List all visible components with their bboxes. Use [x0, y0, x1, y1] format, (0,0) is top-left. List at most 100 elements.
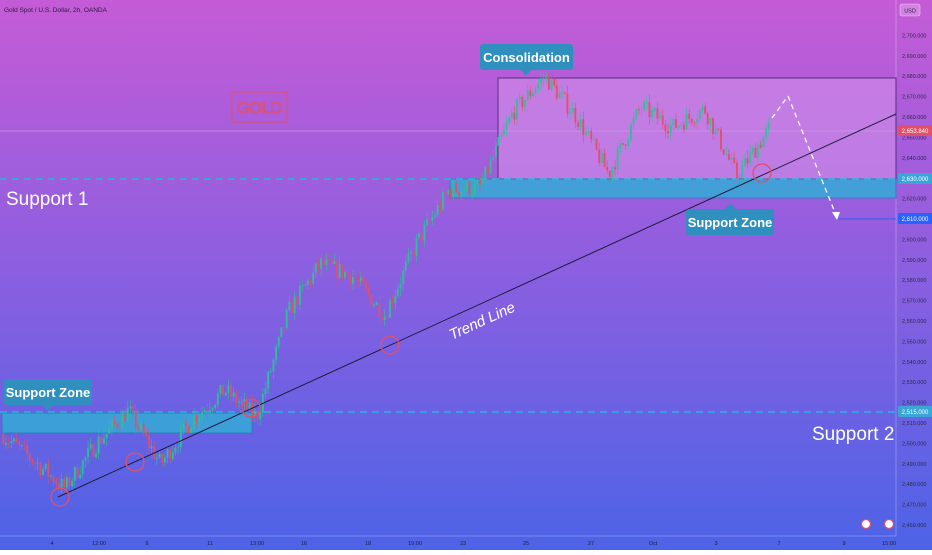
candle-body — [169, 449, 172, 460]
candle-body — [439, 204, 442, 209]
candle-body — [103, 438, 105, 444]
candle-body — [532, 92, 534, 97]
candle-body — [587, 131, 590, 132]
y-tick-label: 2,480.000 — [902, 482, 926, 488]
candle-body — [224, 392, 227, 396]
candle-body — [447, 189, 450, 194]
candle-body — [720, 129, 722, 150]
candle-body — [667, 131, 669, 134]
candle-body — [306, 280, 309, 285]
candle-body — [68, 477, 71, 487]
candle-body — [5, 442, 7, 445]
candle-body — [367, 288, 370, 295]
candle-body — [330, 259, 333, 265]
candle-body — [58, 483, 60, 489]
candle-body — [526, 90, 529, 100]
candle-body — [386, 316, 389, 318]
candle-body — [487, 166, 489, 174]
candle-body — [767, 123, 770, 129]
candle-body — [754, 147, 757, 158]
candle-body — [585, 131, 587, 136]
candle-body — [651, 110, 654, 118]
candle-body — [246, 399, 248, 410]
candle-body — [60, 478, 63, 489]
candle-body — [608, 170, 611, 178]
candle-body — [616, 147, 619, 170]
candle-body — [640, 109, 643, 110]
touch-marker-5 — [752, 163, 772, 183]
candle-body — [309, 280, 312, 284]
event-flag-icon-1[interactable] — [860, 518, 872, 530]
candle-body — [293, 296, 296, 313]
candle-body — [193, 415, 195, 428]
candle-body — [404, 261, 407, 271]
candle-body — [381, 317, 383, 321]
candle-body — [545, 75, 548, 79]
x-tick-label: 19:00 — [408, 541, 422, 547]
candle-body — [15, 438, 18, 443]
candle-body — [264, 388, 267, 394]
support-zone-upper-label: Support Zone — [688, 215, 773, 230]
candle-body — [31, 459, 34, 463]
candle-body — [688, 113, 691, 119]
candle-body — [553, 78, 556, 86]
candle-body — [494, 145, 497, 157]
current-price-text: 2,653.840 — [902, 129, 929, 135]
candle-body — [185, 423, 187, 427]
candle-body — [606, 167, 609, 171]
candle-body — [76, 467, 79, 479]
candle-body — [140, 424, 142, 429]
candle-body — [39, 463, 42, 475]
candle-body — [656, 108, 659, 119]
candle-body — [105, 433, 108, 439]
candle-body — [577, 122, 579, 127]
candle-body — [595, 138, 598, 150]
candle-body — [420, 233, 423, 241]
candle-body — [148, 435, 150, 448]
candle-body — [460, 191, 463, 196]
x-tick-label: 9 — [842, 541, 845, 547]
candle-body — [505, 123, 508, 130]
candle-body — [645, 102, 648, 103]
candle-body — [235, 392, 238, 403]
candle-body — [513, 112, 516, 120]
x-tick-label: 27 — [588, 541, 594, 547]
candle-body — [630, 124, 632, 140]
candle-body — [518, 96, 521, 100]
candle-body — [476, 180, 479, 183]
candle-body — [619, 143, 622, 148]
y-tick-label: 2,540.000 — [902, 360, 926, 366]
candle-body — [338, 264, 341, 278]
candle-body — [722, 149, 725, 155]
candle-body — [537, 83, 540, 89]
candle-body — [238, 402, 240, 404]
candle-body — [113, 420, 116, 424]
currency-button[interactable]: USD — [904, 9, 916, 15]
symbol-title[interactable]: Gold Spot / U.S. Dollar, 2h, OANDA — [4, 7, 108, 14]
currency-button-bg[interactable] — [899, 3, 921, 17]
candle-body — [735, 163, 738, 178]
candle-body — [733, 157, 736, 164]
support-zone-upper-price-text: 2,630.000 — [902, 177, 929, 183]
candlestick-series — [2, 70, 770, 494]
touch-markers — [50, 163, 772, 507]
event-flag-icon-2[interactable] — [883, 518, 895, 530]
candle-body — [299, 285, 301, 306]
candle-body — [751, 147, 754, 153]
candle-body — [269, 371, 272, 373]
candle-body — [563, 92, 566, 94]
x-tick-label: Oct — [649, 541, 658, 547]
candle-body — [357, 279, 360, 281]
projection-arrow-head — [832, 212, 840, 220]
candle-body — [680, 124, 683, 126]
candle-body — [370, 294, 373, 306]
candle-body — [524, 99, 526, 108]
candle-body — [174, 447, 177, 453]
y-tick-label: 2,670.000 — [902, 95, 926, 101]
candle-body — [232, 392, 235, 397]
candle-body — [322, 258, 325, 266]
candle-body — [402, 270, 405, 284]
candle-body — [627, 139, 630, 146]
candle-body — [693, 122, 696, 124]
